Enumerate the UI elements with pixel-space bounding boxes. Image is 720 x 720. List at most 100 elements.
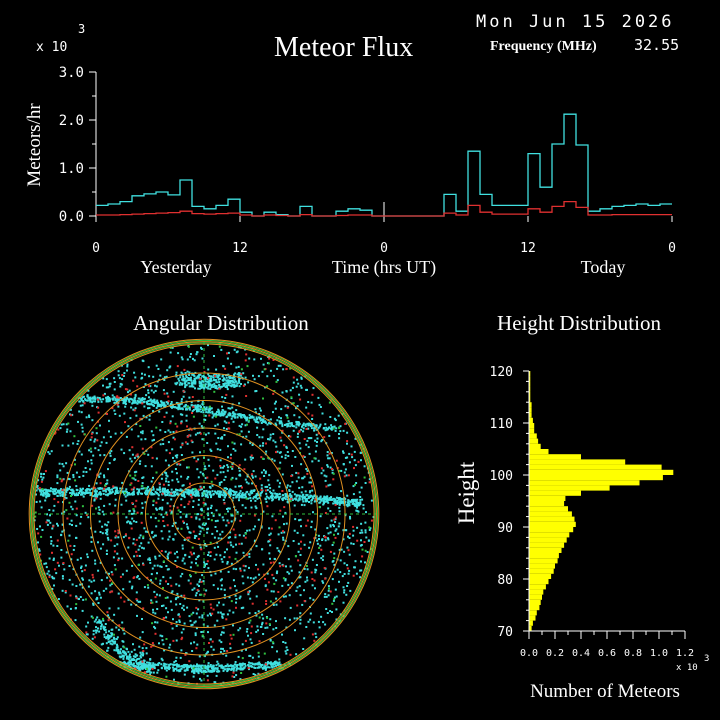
angular-point (275, 579, 278, 582)
angular-point (152, 476, 154, 479)
angular-point (267, 666, 269, 669)
angular-point (194, 620, 197, 623)
angular-point (172, 669, 175, 672)
angular-point (35, 493, 37, 496)
angular-point (88, 398, 91, 401)
angular-point (144, 530, 147, 533)
angular-point (140, 487, 143, 490)
angular-point (133, 666, 136, 669)
angular-point (343, 591, 346, 594)
height-title: Height Distribution (497, 311, 661, 335)
angular-point (183, 368, 186, 371)
angular-point (189, 493, 192, 496)
angular-point (169, 600, 172, 603)
angular-point (329, 550, 332, 553)
angular-point (238, 402, 241, 405)
angular-point (188, 500, 191, 503)
angular-point (326, 428, 329, 431)
angular-point (132, 542, 135, 545)
angular-point (45, 521, 48, 524)
angular-point (370, 499, 373, 502)
angular-point (244, 496, 247, 498)
angular-point (156, 593, 158, 596)
angular-point (181, 358, 184, 361)
angular-point (260, 526, 263, 529)
angular-point (119, 648, 122, 651)
angular-point (289, 606, 292, 609)
angular-point (255, 563, 257, 566)
angular-point (138, 645, 141, 648)
angular-point (280, 439, 283, 442)
angular-point (121, 490, 124, 493)
angular-point (203, 593, 206, 596)
angular-point (284, 595, 287, 598)
angular-point (198, 616, 201, 619)
angular-point (227, 466, 230, 469)
angular-point (190, 439, 193, 442)
angular-point (311, 489, 314, 492)
angular-point (85, 416, 88, 419)
angular-point (132, 663, 135, 666)
angular-point (181, 607, 184, 610)
angular-point (272, 498, 274, 501)
angular-point (146, 584, 149, 587)
angular-point (108, 636, 111, 639)
angular-point (200, 488, 203, 491)
angular-point (226, 386, 229, 389)
angular-point (86, 633, 89, 636)
angular-point (107, 619, 110, 622)
angular-point (192, 408, 195, 411)
angular-point (323, 595, 326, 598)
angular-point (288, 435, 290, 437)
angular-point (53, 490, 56, 492)
angular-point (105, 529, 108, 532)
angular-point (148, 375, 151, 378)
angular-point (171, 627, 174, 630)
angular-point (247, 591, 250, 594)
angular-point (38, 487, 41, 490)
angular-point (149, 385, 152, 388)
angular-point (171, 590, 174, 593)
angular-point (286, 484, 289, 487)
angular-point (157, 493, 160, 496)
angular-point (234, 485, 237, 488)
angular-point (173, 664, 176, 667)
angular-point (285, 445, 288, 448)
angular-point (341, 500, 343, 503)
angular-point (73, 435, 76, 438)
flux-series-1 (96, 200, 672, 217)
angular-point (165, 616, 168, 619)
angular-point (155, 471, 158, 474)
angular-point (256, 434, 259, 436)
angular-point (275, 380, 278, 383)
angular-point (167, 395, 170, 398)
angular-point (316, 539, 319, 542)
angular-point (126, 363, 129, 366)
angular-point (222, 613, 225, 616)
angular-point (149, 662, 152, 665)
angular-point (144, 671, 146, 674)
angular-point (175, 456, 178, 459)
angular-point (207, 567, 210, 570)
flux-x-tick-label: 0 (380, 241, 388, 256)
angular-point (325, 595, 328, 598)
angular-point (125, 435, 128, 438)
angular-point (298, 571, 301, 574)
angular-point (269, 433, 272, 436)
angular-point (321, 439, 324, 441)
angular-point (317, 534, 320, 537)
angular-point (259, 419, 262, 422)
angular-point (223, 556, 226, 559)
angular-point (163, 392, 166, 395)
angular-point (124, 490, 127, 493)
angular-point (305, 406, 308, 409)
angular-point (193, 587, 196, 590)
angular-point (160, 400, 163, 403)
angular-point (331, 468, 333, 470)
angular-point (141, 651, 144, 654)
angular-point (335, 459, 338, 462)
angular-point (227, 421, 230, 424)
angular-point (177, 664, 180, 667)
angular-point (232, 669, 235, 672)
angular-point (88, 449, 91, 452)
